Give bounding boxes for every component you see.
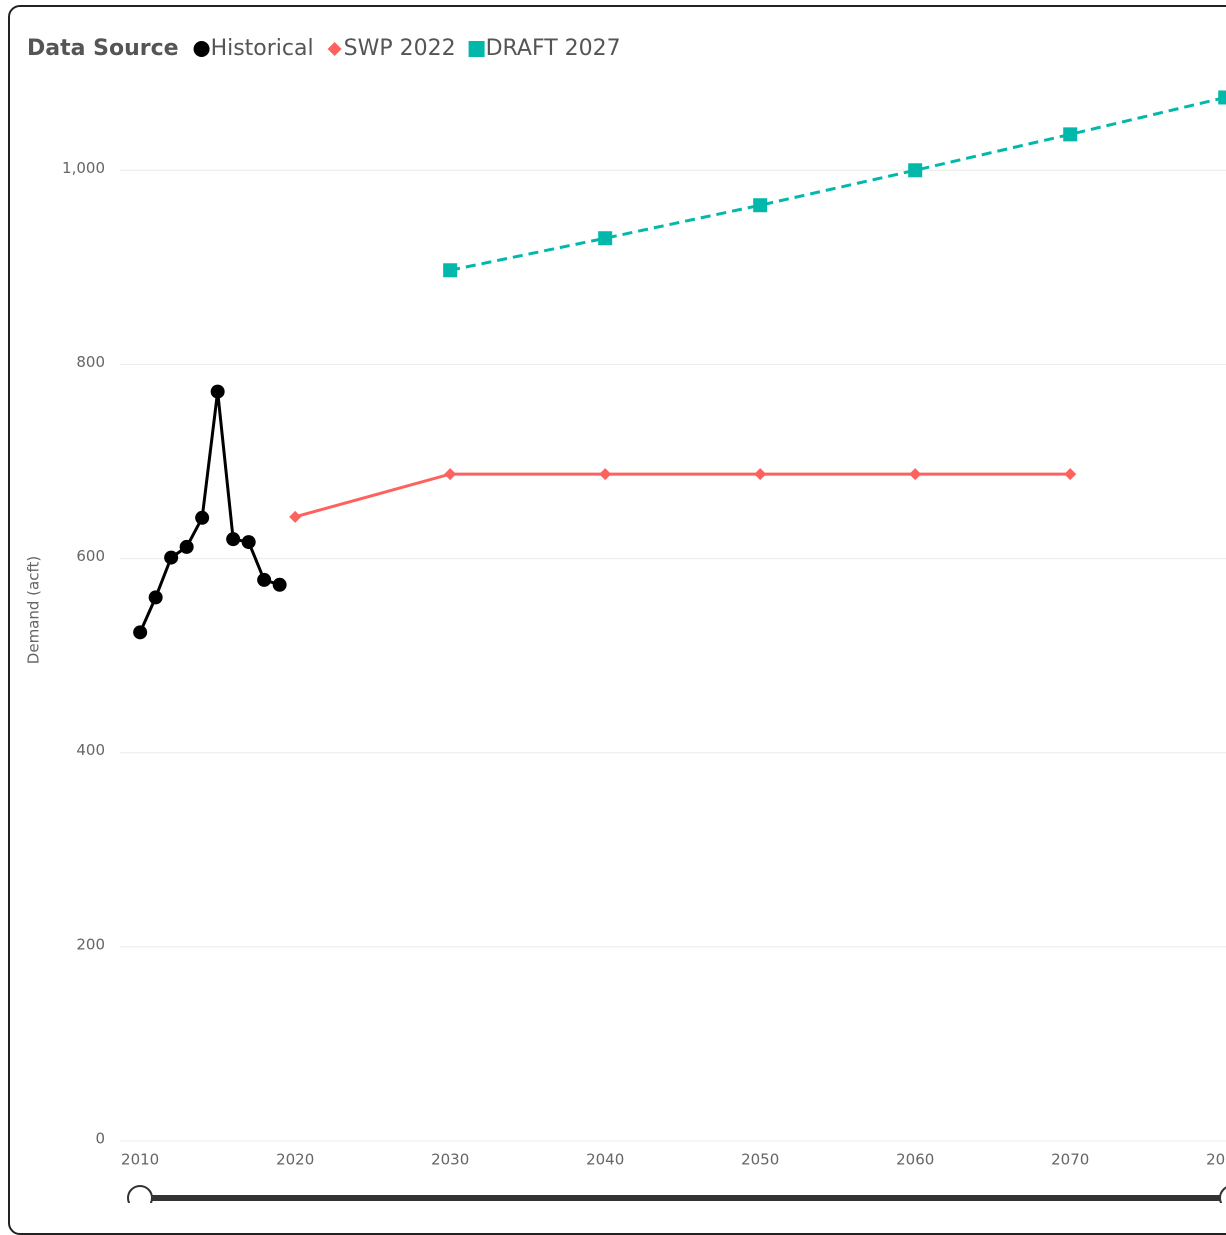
data-point [1064, 468, 1077, 481]
x-tick-label: 2030 [431, 1151, 469, 1169]
y-tick-label: 600 [76, 547, 105, 565]
data-point [598, 231, 613, 246]
legend: Data Source Historical SWP 2022 DRAFT 2027 [27, 36, 621, 61]
legend-marker [193, 41, 210, 57]
range-slider-handle[interactable] [1219, 1186, 1226, 1203]
x-tick-label: 2060 [896, 1151, 934, 1169]
data-point [908, 163, 923, 178]
series-line [449, 96, 1226, 272]
data-point [148, 590, 163, 605]
data-point [753, 198, 768, 213]
data-point [179, 539, 194, 554]
range-slider-handle[interactable] [127, 1185, 153, 1203]
y-tick-label: 400 [76, 741, 105, 759]
legend-marker [327, 42, 342, 56]
data-point [909, 468, 922, 481]
x-tick-label: 2010 [121, 1151, 159, 1169]
legend-marker [468, 41, 485, 57]
data-point [226, 532, 241, 547]
data-point [210, 384, 225, 399]
y-tick-label: 800 [76, 353, 105, 371]
series-line [138, 391, 281, 633]
data-point [443, 263, 458, 278]
legend-label[interactable]: Historical [211, 36, 314, 61]
y-tick-label: 200 [76, 935, 105, 953]
x-tick-label: 2080 [1206, 1151, 1226, 1169]
legend-label[interactable]: SWP 2022 [344, 36, 456, 61]
data-point [1063, 127, 1078, 142]
page: {"chart_data": {"type": "line", "legend_… [8, 5, 1226, 1235]
data-point [289, 510, 302, 523]
x-tick-label: 2050 [741, 1151, 779, 1169]
data-point [195, 510, 210, 525]
data-point [164, 550, 179, 565]
x-tick-label: 2020 [276, 1151, 314, 1169]
data-point [257, 572, 272, 587]
data-point [272, 577, 287, 592]
legend-label[interactable]: DRAFT 2027 [486, 36, 621, 61]
chart: Demand (acft) 0 200 400 600 800 1,000 2010 2020… [25, 36, 1226, 1203]
y-tick-label: 0 [95, 1130, 105, 1148]
series-line [294, 472, 1071, 519]
legend-title: Data Source [27, 36, 179, 61]
y-axis-title: Demand (acft) [25, 556, 43, 664]
data-point [133, 625, 148, 640]
data-point [754, 468, 767, 481]
data-point [241, 535, 256, 550]
x-tick-label: 2070 [1051, 1151, 1089, 1169]
data-point [444, 468, 457, 481]
data-point [599, 468, 612, 481]
x-tick-label: 2040 [586, 1151, 624, 1169]
y-tick-label: 1,000 [62, 159, 105, 177]
data-point [1218, 90, 1226, 105]
